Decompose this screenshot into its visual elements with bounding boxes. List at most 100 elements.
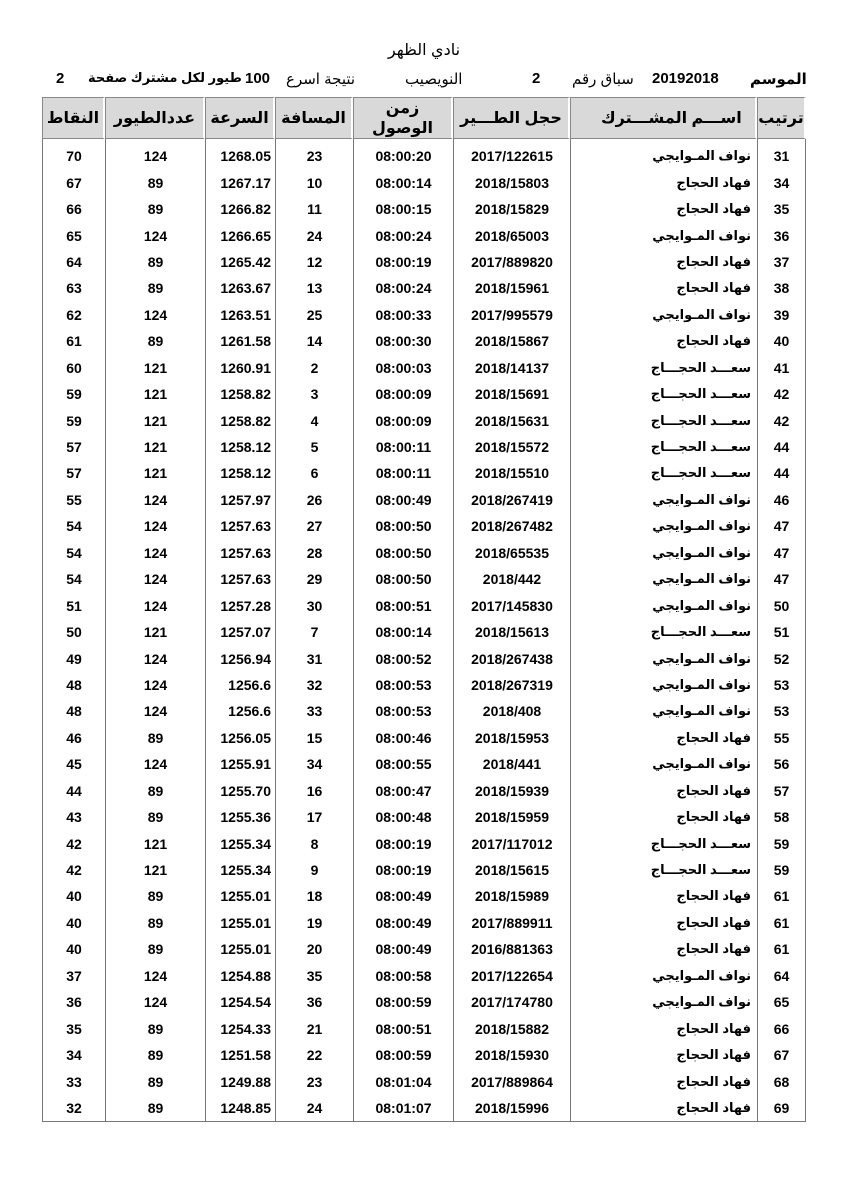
table-cell: 08:00:50 [353,566,453,593]
table-cell: 52 [757,645,806,672]
table-row: 34 فهاد الحجاج 2018/15803 08:00:14 10 1267.17… [42,169,806,196]
column-header: حجل الطـــير [453,97,570,139]
table-row: 66 فهاد الحجاج 2018/15882 08:00:51 21 1254.33… [42,1015,806,1042]
table-cell: 46 [757,486,806,514]
table-row: 42 سعـــد الحجـــاج 2018/15691 08:00:09 3 125… [42,380,806,408]
table-cell: 124 [105,989,205,1016]
table-cell: فهاد الحجاج [570,328,757,355]
table-cell: 61 [42,328,105,355]
table-cell: 9 [275,856,353,884]
table-cell: 21 [275,1015,353,1042]
table-cell: 08:00:33 [353,301,453,329]
table-cell: 08:00:50 [353,513,453,540]
table-cell: 36 [275,989,353,1016]
table-cell: 57 [42,433,105,461]
table-cell: 54 [42,513,105,540]
table-cell: 68 [757,1068,806,1095]
table-cell: 2018/65535 [453,539,570,566]
table-cell: 47 [757,513,806,540]
table-cell: 35 [757,195,806,223]
table-cell: 1261.58 [205,328,275,355]
table-row: 53 نواف المـوايجي 2018/408 08:00:53 33 1256.6… [42,698,806,725]
table-cell: 89 [105,1015,205,1042]
table-cell: 2017/889820 [453,248,570,276]
table-cell: 37 [757,248,806,276]
table-cell: 08:00:15 [353,195,453,223]
table-cell: 67 [757,1041,806,1069]
table-cell: 08:00:09 [353,407,453,434]
table-cell: 2017/122615 [453,139,570,170]
table-row: 59 سعـــد الحجـــاج 2017/117012 08:00:19 8 12… [42,830,806,857]
table-cell: 31 [275,645,353,672]
column-header: ترتيب [757,97,806,139]
table-cell: 60 [42,354,105,381]
table-cell: 30 [275,592,353,619]
table-cell: 89 [105,275,205,302]
table-cell: 2018/442 [453,566,570,593]
table-cell: 56 [757,751,806,778]
table-cell: فهاد الحجاج [570,883,757,910]
table-cell: 59 [757,830,806,857]
table-cell: 124 [105,222,205,249]
table-cell: 2018/15510 [453,460,570,487]
table-cell: سعـــد الحجـــاج [570,856,757,884]
table-cell: 124 [105,592,205,619]
table-cell: فهاد الحجاج [570,275,757,302]
table-row: 65 نواف المـوايجي 2017/174780 08:00:59 36 125… [42,989,806,1016]
table-cell: 08:00:30 [353,328,453,355]
results-table: ترتيب اســـم المشـــترك حجل الطـــير زمن ال… [42,97,806,1123]
table-body: 31 نواف المـوايجي 2017/122615 08:00:20 23 126… [42,139,806,1123]
table-cell: 4 [275,407,353,434]
table-cell: 66 [42,195,105,223]
table-cell: 50 [757,592,806,619]
table-cell: 124 [105,751,205,778]
table-cell: 08:00:53 [353,671,453,699]
table-cell: 23 [275,139,353,170]
page-number: 2 [56,70,65,87]
table-cell: 46 [42,724,105,752]
table-cell: 08:00:19 [353,248,453,276]
table-cell: 59 [757,856,806,884]
table-cell: نواف المـوايجي [570,592,757,619]
table-cell: 1257.07 [205,618,275,646]
table-cell: 1256.6 [205,671,275,699]
table-cell: 48 [42,698,105,725]
location: النويصيب [405,71,463,88]
table-cell: فهاد الحجاج [570,169,757,196]
column-header: النقاط [42,97,105,139]
table-cell: 2018/15613 [453,618,570,646]
table-cell: 63 [42,275,105,302]
table-cell: 89 [105,1094,205,1123]
table-cell: نواف المـوايجي [570,751,757,778]
table-row: 36 نواف المـوايجي 2018/65003 08:00:24 24 1266… [42,222,806,249]
table-cell: 40 [42,883,105,910]
table-cell: فهاد الحجاج [570,1094,757,1123]
table-cell: 59 [42,380,105,408]
table-row: 35 فهاد الحجاج 2018/15829 08:00:15 11 1266.82… [42,195,806,223]
table-row: 47 نواف المـوايجي 2018/442 08:00:50 29 1257.6… [42,566,806,593]
table-cell: نواف المـوايجي [570,566,757,593]
table-cell: 89 [105,1068,205,1095]
table-cell: 2018/15989 [453,883,570,910]
table-cell: 25 [275,301,353,329]
table-cell: 89 [105,724,205,752]
table-cell: 2018/408 [453,698,570,725]
table-cell: 2017/117012 [453,830,570,857]
table-cell: 124 [105,962,205,989]
table-cell: 31 [757,139,806,170]
table-row: 47 نواف المـوايجي 2018/267482 08:00:50 27 125… [42,513,806,540]
table-cell: 08:00:14 [353,618,453,646]
table-cell: 2018/65003 [453,222,570,249]
table-cell: 08:00:50 [353,539,453,566]
table-cell: 39 [757,301,806,329]
table-cell: 2018/267482 [453,513,570,540]
table-cell: 2018/15959 [453,803,570,831]
table-cell: 61 [757,909,806,937]
table-cell: 24 [275,1094,353,1123]
table-cell: 40 [757,328,806,355]
table-cell: 2018/15939 [453,777,570,804]
table-cell: 61 [757,936,806,963]
table-cell: 1255.70 [205,777,275,804]
table-cell: 15 [275,724,353,752]
table-cell: 124 [105,645,205,672]
